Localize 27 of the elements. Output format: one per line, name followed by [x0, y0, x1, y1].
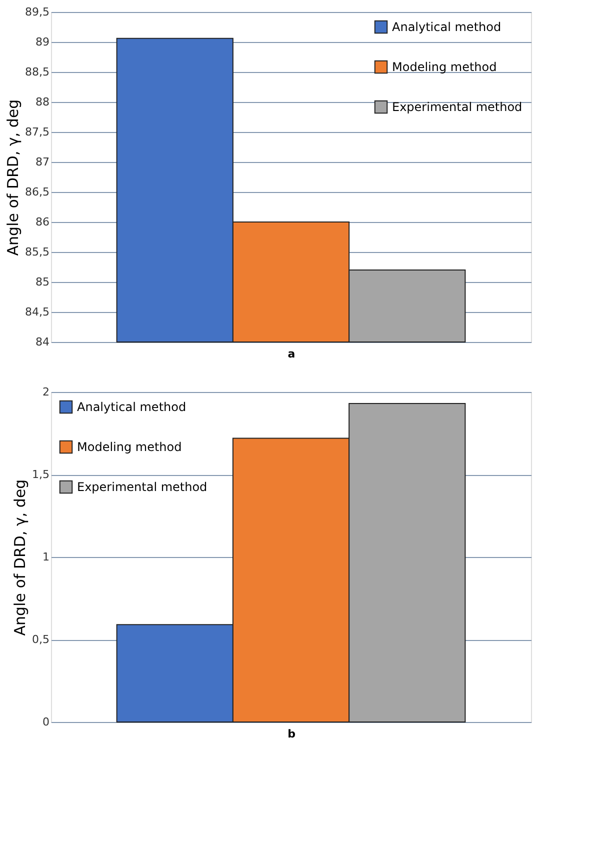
- y-tick-label: 0,5: [32, 633, 50, 646]
- y-tick-label: 1,5: [32, 468, 50, 481]
- y-axis-title: Angle of DRD, γ, deg: [11, 479, 30, 636]
- y-tick-label: 2: [42, 386, 50, 398]
- y-tick-label: 85: [36, 276, 50, 288]
- legend-label: Analytical method: [392, 20, 502, 34]
- y-tick-label: 84: [36, 336, 50, 348]
- y-tick-label: 85,5: [25, 246, 50, 258]
- y-tick-label: 87,5: [25, 126, 50, 138]
- x-axis-title: b: [288, 728, 296, 740]
- y-tick-label: 1: [42, 550, 50, 564]
- y-tick-label: 88,5: [25, 66, 50, 78]
- y-tick-label: 89,5: [25, 6, 50, 18]
- x-axis-title: a: [288, 348, 296, 360]
- y-tick-label: 87: [36, 156, 50, 168]
- y-axis-title: Angle of DRD, γ, deg: [4, 99, 22, 256]
- y-tick-label: 0: [42, 716, 50, 728]
- legend-label: Modeling method: [392, 60, 497, 74]
- legend-label: Modeling method: [77, 440, 182, 454]
- legend-label: Experimental method: [392, 100, 522, 114]
- y-tick-label: 89: [36, 36, 50, 48]
- y-tick-label: 88: [36, 96, 50, 108]
- legend-label: Experimental method: [77, 480, 208, 494]
- y-tick-label: 86,5: [25, 186, 50, 198]
- y-tick-label: 84,5: [25, 306, 50, 318]
- y-tick-label: 86: [36, 216, 50, 228]
- legend-label: Analytical method: [77, 400, 186, 414]
